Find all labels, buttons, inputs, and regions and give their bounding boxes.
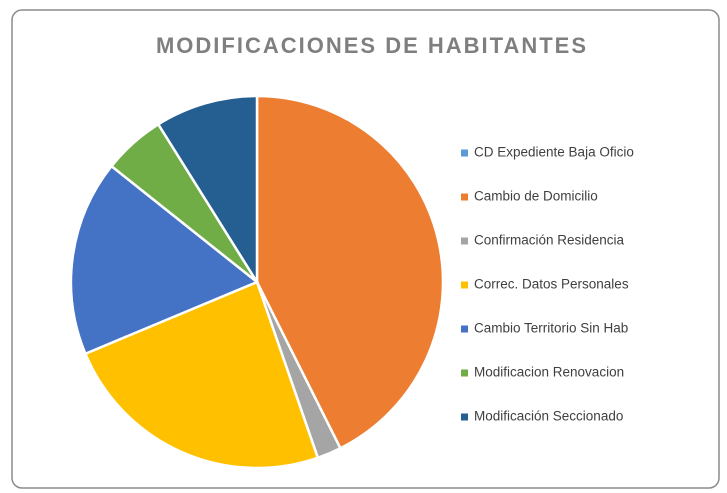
chart-title: MODIFICACIONES DE HABITANTES — [156, 33, 588, 58]
legend-swatch — [461, 325, 468, 333]
legend-swatch — [461, 237, 468, 245]
legend-label: CD Expediente Baja Oficio — [474, 145, 634, 160]
legend-swatch — [461, 413, 468, 421]
legend-swatch — [461, 281, 468, 289]
pie-slice — [255, 94, 445, 450]
legend-label: Cambio de Domicilio — [474, 189, 598, 204]
legend-label: Confirmación Residencia — [474, 233, 625, 248]
legend-swatch — [461, 193, 468, 201]
legend-label: Modificación Seccionado — [474, 409, 623, 424]
legend-swatch — [461, 149, 468, 157]
legend-swatch — [461, 369, 468, 377]
legend-label: Modificacion Renovacion — [474, 365, 624, 380]
pie-slice — [83, 280, 320, 470]
pie-slice — [156, 94, 259, 287]
legend-label: Cambio Territorio Sin Hab — [474, 321, 628, 336]
legend-label: Correc. Datos Personales — [474, 277, 629, 292]
pie-slice — [69, 164, 260, 356]
